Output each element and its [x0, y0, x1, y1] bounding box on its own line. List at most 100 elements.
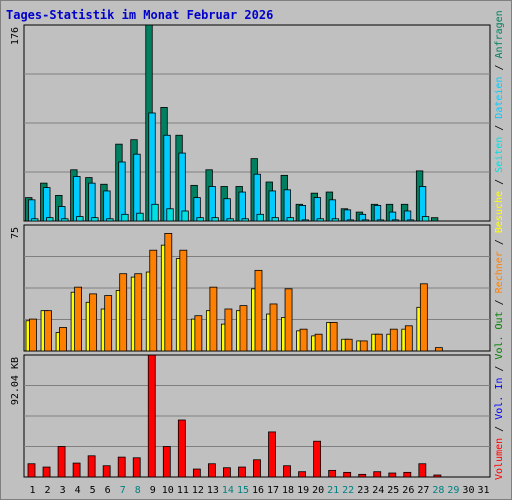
bar-seiten — [361, 219, 370, 222]
bar-volumen — [238, 466, 246, 478]
bar-seiten — [421, 216, 430, 222]
bar-rechner — [284, 288, 293, 352]
bar-dateien — [313, 197, 322, 222]
bar-seiten — [331, 218, 340, 222]
x-axis-day-label: 13 — [207, 485, 219, 496]
bar-anfragen — [430, 217, 439, 222]
x-axis-day-label: 28 — [432, 485, 444, 496]
bar-volumen — [57, 446, 66, 478]
bar-seiten — [406, 219, 415, 222]
bar-dateien — [298, 205, 306, 222]
legend-entry: / — [494, 233, 505, 251]
bar-volumen — [313, 440, 322, 478]
bar-seiten — [226, 218, 234, 222]
x-axis-day-label: 16 — [252, 485, 264, 496]
x-axis-day-label: 21 — [327, 485, 339, 496]
x-axis-day-label: 4 — [75, 485, 81, 496]
legend-entry: Rechner — [494, 251, 505, 293]
bar-dateien — [163, 134, 171, 222]
bar-seiten — [346, 219, 355, 222]
bar-rechner — [239, 305, 248, 352]
x-axis-day-label: 5 — [90, 485, 96, 496]
bar-rechner — [209, 286, 218, 352]
bar-rechner — [269, 303, 278, 352]
bar-rechner — [44, 310, 52, 352]
x-axis-day-label: 3 — [60, 485, 66, 496]
bar-volumen — [72, 462, 81, 478]
x-axis-day-label: 15 — [237, 485, 249, 496]
bar-volumen — [373, 471, 382, 478]
bar-rechner — [359, 340, 368, 352]
bar-volumen — [223, 467, 231, 478]
legend-entry: Vol. Out — [494, 311, 505, 359]
y-axis-max-label: 75 — [10, 227, 21, 239]
bar-volumen — [102, 465, 111, 478]
bar-volumen — [328, 469, 337, 478]
bar-dateien — [208, 186, 216, 222]
bar-rechner — [29, 318, 37, 352]
x-axis-day-label: 31 — [477, 485, 489, 496]
bar-seiten — [391, 219, 400, 222]
x-axis-day-label: 14 — [222, 485, 234, 496]
bar-rechner — [434, 347, 443, 352]
bar-dateien — [238, 191, 246, 222]
bar-rechner — [164, 232, 173, 352]
bar-seiten — [166, 208, 174, 222]
bar-dateien — [373, 205, 382, 222]
bar-rechner — [149, 249, 158, 352]
bar-rechner — [254, 269, 263, 352]
x-axis-day-label: 25 — [387, 485, 399, 496]
bar-rechner — [134, 273, 143, 352]
bar-rechner — [179, 249, 188, 352]
x-axis-day-label: 26 — [402, 485, 414, 496]
y-axis-max-label: 176 — [10, 27, 21, 45]
bar-rechner — [344, 338, 353, 352]
bar-dateien — [88, 182, 96, 222]
y-axis-max-label: 92.04 KB — [10, 357, 21, 405]
bar-seiten — [121, 213, 129, 222]
x-axis-day-label: 6 — [105, 485, 111, 496]
bar-volumen — [42, 466, 51, 478]
bar-volumen — [87, 455, 96, 478]
x-axis-day-label: 17 — [267, 485, 279, 496]
x-axis-day-label: 12 — [192, 485, 204, 496]
bar-seiten — [91, 217, 99, 222]
x-axis-day-label: 7 — [120, 485, 126, 496]
bar-seiten — [376, 219, 385, 222]
x-axis-day-label: 9 — [150, 485, 156, 496]
x-axis-day-label: 24 — [372, 485, 384, 496]
bar-volumen — [192, 468, 201, 478]
bar-volumen — [343, 471, 352, 478]
x-axis-day-label: 29 — [447, 485, 459, 496]
bar-dateien — [343, 209, 352, 222]
x-axis-day-label: 8 — [135, 485, 141, 496]
bar-volumen — [162, 446, 171, 478]
x-axis-day-label: 1 — [30, 485, 36, 496]
bar-volumen — [283, 465, 291, 478]
bar-seiten — [181, 210, 189, 222]
bar-rechner — [104, 295, 113, 352]
bar-volumen — [403, 471, 412, 478]
bar-seiten — [301, 219, 309, 222]
bar-seiten — [151, 203, 159, 222]
legend-entry: Volumen — [494, 438, 505, 480]
legend-entry: Anfragen — [494, 10, 505, 58]
x-axis-day-label: 10 — [162, 485, 174, 496]
bar-volumen — [117, 456, 126, 478]
chart-title: Tages-Statistik im Monat Februar 2026 — [6, 8, 274, 22]
legend-entry: / — [494, 360, 505, 378]
bar-rechner — [224, 308, 233, 352]
bar-seiten — [106, 218, 114, 222]
bar-seiten — [31, 218, 39, 222]
bar-dateien — [28, 199, 36, 222]
legend-entry: Besuche — [494, 191, 505, 233]
bar-rechner — [329, 322, 338, 352]
bar-seiten — [196, 217, 204, 222]
bar-volumen — [298, 471, 306, 478]
bar-volumen — [433, 474, 442, 478]
x-axis-day-label: 23 — [357, 485, 369, 496]
bar-dateien — [223, 198, 231, 222]
bar-dateien — [43, 187, 51, 222]
x-axis-day-label: 22 — [342, 485, 354, 496]
legend-entry: / — [494, 293, 505, 311]
